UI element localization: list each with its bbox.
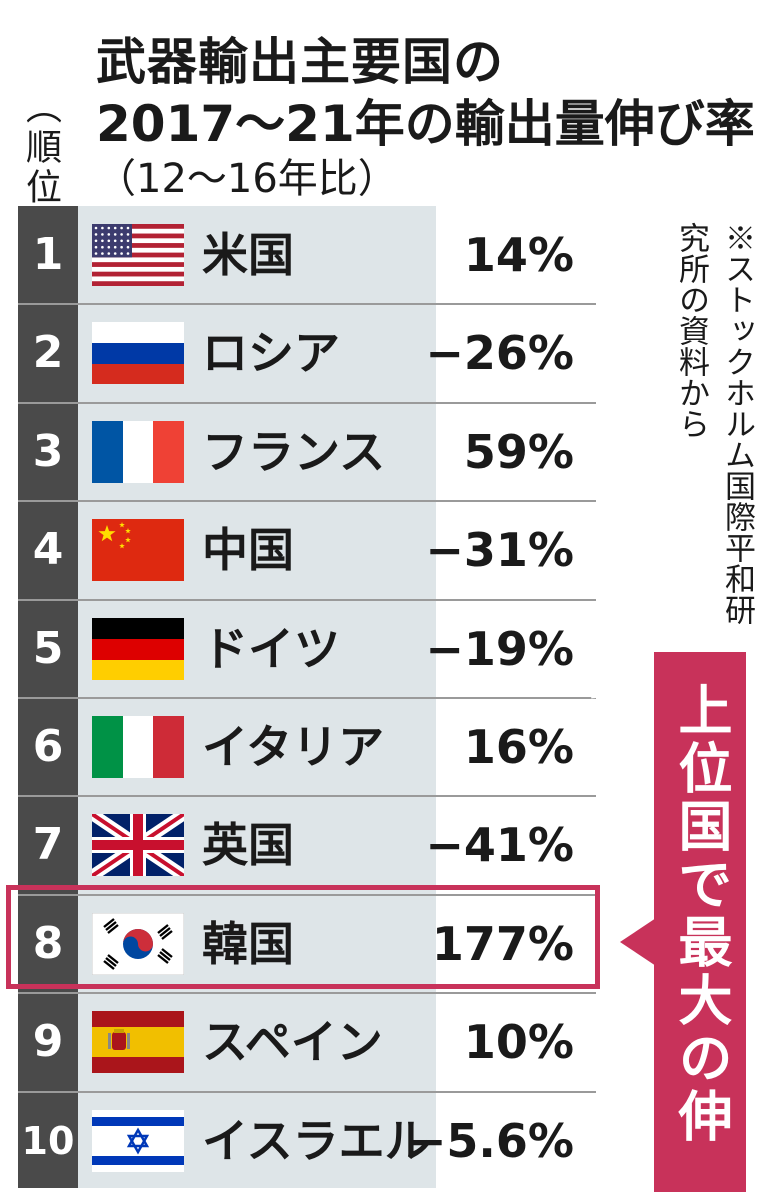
growth-rate-value: −19% [425,621,574,676]
row-separator [18,598,596,601]
growth-rate-value: −5.6% [407,1113,574,1168]
growth-rate-value: 16% [463,720,574,774]
growth-rate-value: 14% [463,228,574,282]
growth-rate-value: −41% [425,818,574,873]
row-separator [18,992,596,995]
italy-flag-icon [92,716,184,778]
growth-rate-value: 177% [431,916,574,971]
callout-pointer [620,918,656,966]
russia-flag-icon [92,322,184,385]
rank-number: 10 [21,1118,75,1163]
table-row: 10 イスラエル −5.6% [18,1092,596,1190]
row-separator [18,697,596,699]
table-row: 7 英国 −41% [18,796,596,894]
country-name: スペイン [202,1015,383,1070]
country-name: ドイツ [202,621,340,676]
country-name: 英国 [202,818,294,873]
israel-flag-icon [92,1109,184,1172]
rank-number: 2 [32,327,64,379]
table-row: 9 スペイン 10% [18,993,596,1091]
table-row: 1 米国 14% [18,206,596,304]
country-name: 米国 [202,228,294,282]
rank-number: 8 [32,917,64,969]
title-line-2: 2017〜21年の輸出量伸び率 [96,95,755,153]
spain-flag-icon [92,1011,184,1074]
rank-number: 7 [32,819,64,871]
table-row: 5 ドイツ −19% [18,600,596,698]
row-separator [18,401,596,404]
rank-number: 6 [32,721,64,772]
korea-flag-icon [92,912,184,975]
row-separator [18,1090,596,1093]
table-row: 8 韓国 177% [18,895,596,993]
table-row: 4 中国 −31% [18,501,596,599]
us-flag-icon [92,224,184,286]
country-name: イスラエル [202,1113,431,1168]
growth-rate-value: −31% [425,523,574,578]
title-line-1: 武器輸出主要国の [96,33,504,91]
country-name: 中国 [202,523,294,578]
rank-number: 1 [32,229,64,280]
ranking-table: 1 米国 14% 2 ロシア −26% 3 フランス 59% 4 中国 −31% 5 ドイツ −19% 6 イタ… [18,206,596,1188]
growth-rate-value: 10% [463,1015,574,1070]
row-separator [18,795,596,798]
rank-number: 4 [32,524,64,576]
country-name: ロシア [202,326,340,381]
rank-number: 3 [32,425,64,477]
callout-box: 上位国で最大の伸び率 [577,652,746,1192]
callout-text: 上位国で最大の伸び率 [577,682,732,1146]
germany-flag-icon [92,617,184,680]
country-name: イタリア [202,720,385,774]
source-note: ※ストックホルム国際平和研究所の資料から [673,222,755,625]
growth-rate-value: 59% [463,424,574,479]
row-separator [18,893,596,896]
country-name: フランス [202,424,386,479]
growth-rate-value: −26% [425,326,574,381]
title-line-3: （12〜16年比） [96,156,398,202]
row-separator [18,303,596,306]
table-row: 3 フランス 59% [18,403,596,501]
highlight-frame [6,885,600,989]
uk-flag-icon [92,814,184,877]
china-flag-icon [92,519,184,582]
country-name: 韓国 [202,916,294,971]
rank-number: 5 [32,622,64,674]
row-separator [18,500,596,503]
table-row: 6 イタリア 16% [18,698,596,796]
table-row: 2 ロシア −26% [18,304,596,402]
rank-number: 9 [32,1016,64,1068]
france-flag-icon [92,420,184,483]
